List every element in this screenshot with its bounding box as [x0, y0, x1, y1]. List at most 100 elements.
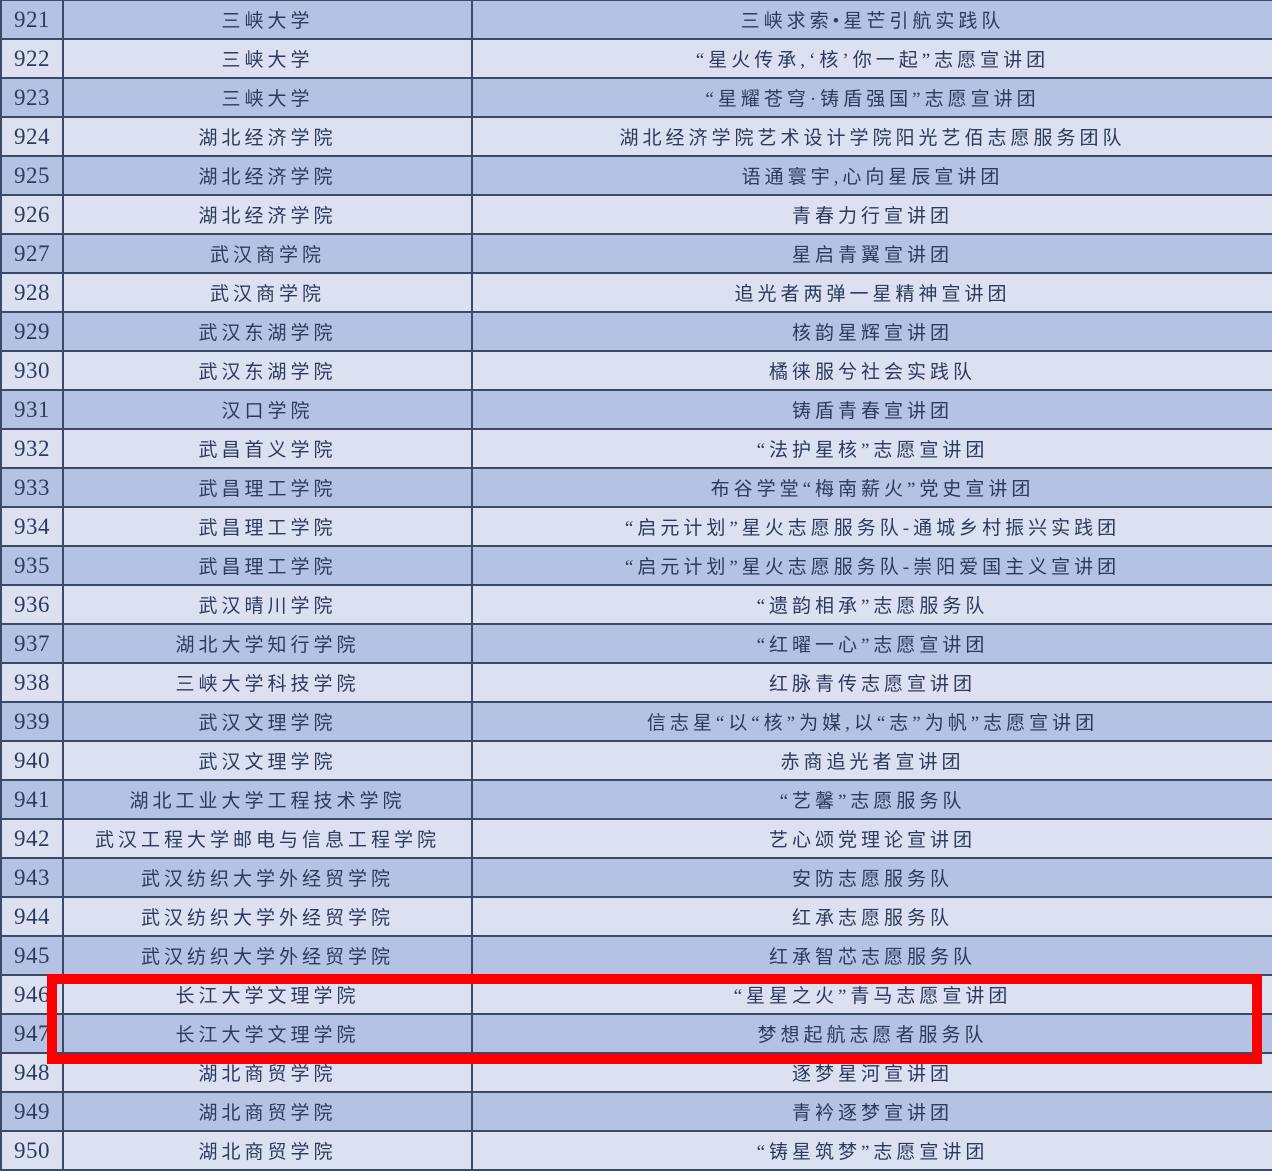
table-row: 929 武汉东湖学院 核韵星辉宣讲团 [2, 313, 1272, 352]
serial-cell: 932 [2, 430, 64, 467]
table-row: 930 武汉东湖学院 橘徕服兮社会实践队 [2, 352, 1272, 391]
table-row: 924 湖北经济学院 湖北经济学院艺术设计学院阳光艺佰志愿服务团队 [2, 118, 1272, 157]
table-row: 949 湖北商贸学院 青衿逐梦宣讲团 [2, 1093, 1272, 1132]
table-row: 941 湖北工业大学工程技术学院 “艺馨”志愿服务队 [2, 781, 1272, 820]
table-row: 933 武昌理工学院 布谷学堂“梅南薪火”党史宣讲团 [2, 469, 1272, 508]
serial-cell: 935 [2, 547, 64, 584]
college-cell: 武汉文理学院 [64, 703, 473, 740]
serial-cell: 923 [2, 79, 64, 116]
team-cell: 红承智芯志愿服务队 [768, 947, 976, 968]
college-cell: 武汉商学院 [64, 235, 473, 272]
team-cell: 信志星“以“核”为媒,以“志”为帆”志愿宣讲团 [646, 713, 1099, 734]
team-cell: 湖北经济学院艺术设计学院阳光艺佰志愿服务团队 [619, 128, 1126, 149]
team-cell: 布谷学堂“梅南薪火”党史宣讲团 [710, 479, 1035, 500]
table-row: 927 武汉商学院 星启青翼宣讲团 [2, 235, 1272, 274]
college-cell: 武汉晴川学院 [64, 586, 473, 623]
serial-cell: 936 [2, 586, 64, 623]
serial-cell: 940 [2, 742, 64, 779]
college-cell: 武汉商学院 [64, 274, 473, 311]
table-row: 932 武昌首义学院 “法护星核”志愿宣讲团 [2, 430, 1272, 469]
team-cell: “遗韵相承”志愿服务队 [756, 596, 989, 617]
table-row: 947 长江大学文理学院 梦想起航志愿者服务队 [2, 1015, 1272, 1054]
team-cell: 安防志愿服务队 [791, 869, 953, 890]
table-row: 948 湖北商贸学院 逐梦星河宣讲团 [2, 1054, 1272, 1093]
serial-cell: 928 [2, 274, 64, 311]
team-cell: “星星之火”青马志愿宣讲团 [733, 986, 1012, 1007]
serial-cell: 944 [2, 898, 64, 935]
table-row: 923 三峡大学 “星耀苍穹·铸盾强国”志愿宣讲团 [2, 79, 1272, 118]
college-cell: 湖北经济学院 [64, 118, 473, 155]
college-cell: 武汉东湖学院 [64, 313, 473, 350]
table-row: 931 汉口学院 铸盾青春宣讲团 [2, 391, 1272, 430]
college-cell: 武昌理工学院 [64, 508, 473, 545]
serial-cell: 947 [2, 1015, 64, 1052]
team-cell: “启元计划”星火志愿服务队-崇阳爱国主义宣讲团 [624, 557, 1121, 578]
table-row: 921 三峡大学 三峡求索•星芒引航实践队 [2, 1, 1272, 40]
serial-cell: 942 [2, 820, 64, 857]
team-cell: 星启青翼宣讲团 [791, 245, 953, 266]
team-cell: “星耀苍穹·铸盾强国”志愿宣讲团 [705, 89, 1040, 110]
team-cell: 青衿逐梦宣讲团 [791, 1103, 953, 1124]
table-row: 939 武汉文理学院 信志星“以“核”为媒,以“志”为帆”志愿宣讲团 [2, 703, 1272, 742]
team-cell: 追光者两弹一星精神宣讲团 [734, 284, 1011, 305]
college-cell: 武昌理工学院 [64, 469, 473, 506]
team-cell: 红脉青传志愿宣讲团 [768, 674, 976, 695]
team-cell: 铸盾青春宣讲团 [791, 401, 953, 422]
college-cell: 武汉东湖学院 [64, 352, 473, 389]
serial-cell: 950 [2, 1132, 64, 1169]
college-cell: 三峡大学 [64, 79, 473, 116]
table-row: 946 长江大学文理学院 “星星之火”青马志愿宣讲团 [2, 976, 1272, 1015]
serial-cell: 939 [2, 703, 64, 740]
serial-cell: 938 [2, 664, 64, 701]
serial-cell: 941 [2, 781, 64, 818]
team-cell: “启元计划”星火志愿服务队-通城乡村振兴实践团 [624, 518, 1121, 539]
college-cell: 湖北大学知行学院 [64, 625, 473, 662]
team-cell: “铸星筑梦”志愿宣讲团 [756, 1142, 989, 1163]
college-cell: 武昌理工学院 [64, 547, 473, 584]
serial-cell: 926 [2, 196, 64, 233]
team-cell: 橘徕服兮社会实践队 [768, 362, 976, 383]
serial-cell: 933 [2, 469, 64, 506]
college-cell: 长江大学文理学院 [64, 976, 473, 1013]
serial-cell: 934 [2, 508, 64, 545]
team-cell: 红承志愿服务队 [791, 908, 953, 929]
college-cell: 武汉文理学院 [64, 742, 473, 779]
serial-cell: 929 [2, 313, 64, 350]
table-row: 943 武汉纺织大学外经贸学院 安防志愿服务队 [2, 859, 1272, 898]
serial-cell: 948 [2, 1054, 64, 1091]
team-cell: 核韵星辉宣讲团 [791, 323, 953, 344]
serial-cell: 946 [2, 976, 64, 1013]
team-cell: 赤商追光者宣讲团 [780, 752, 965, 773]
serial-cell: 949 [2, 1093, 64, 1130]
serial-cell: 930 [2, 352, 64, 389]
college-cell: 湖北商贸学院 [64, 1093, 473, 1130]
table-row: 944 武汉纺织大学外经贸学院 红承志愿服务队 [2, 898, 1272, 937]
table-row: 922 三峡大学 “星火传承,‘核’你一起”志愿宣讲团 [2, 40, 1272, 79]
college-cell: 三峡大学科技学院 [64, 664, 473, 701]
serial-cell: 924 [2, 118, 64, 155]
table-row: 945 武汉纺织大学外经贸学院 红承智芯志愿服务队 [2, 937, 1272, 976]
college-cell: 湖北经济学院 [64, 196, 473, 233]
serial-cell: 931 [2, 391, 64, 428]
serial-cell: 925 [2, 157, 64, 194]
table-row: 925 湖北经济学院 语通寰宇,心向星辰宣讲团 [2, 157, 1272, 196]
college-cell: 长江大学文理学院 [64, 1015, 473, 1052]
team-cell: “星火传承,‘核’你一起”志愿宣讲团 [695, 50, 1050, 71]
team-cell: 梦想起航志愿者服务队 [757, 1025, 988, 1046]
team-cell: 三峡求索•星芒引航实践队 [740, 11, 1005, 32]
table-row: 937 湖北大学知行学院 “红曜一心”志愿宣讲团 [2, 625, 1272, 664]
table-row: 935 武昌理工学院 “启元计划”星火志愿服务队-崇阳爱国主义宣讲团 [2, 547, 1272, 586]
table-row: 936 武汉晴川学院 “遗韵相承”志愿服务队 [2, 586, 1272, 625]
college-cell: 武汉纺织大学外经贸学院 [64, 898, 473, 935]
table-row: 940 武汉文理学院 赤商追光者宣讲团 [2, 742, 1272, 781]
team-cell: 语通寰宇,心向星辰宣讲团 [741, 167, 1004, 188]
college-cell: 湖北经济学院 [64, 157, 473, 194]
college-cell: 三峡大学 [64, 40, 473, 77]
team-cell: 逐梦星河宣讲团 [791, 1064, 953, 1085]
team-cell: 青春力行宣讲团 [791, 206, 953, 227]
college-cell: 汉口学院 [64, 391, 473, 428]
serial-cell: 945 [2, 937, 64, 974]
serial-cell: 922 [2, 40, 64, 77]
serial-cell: 927 [2, 235, 64, 272]
